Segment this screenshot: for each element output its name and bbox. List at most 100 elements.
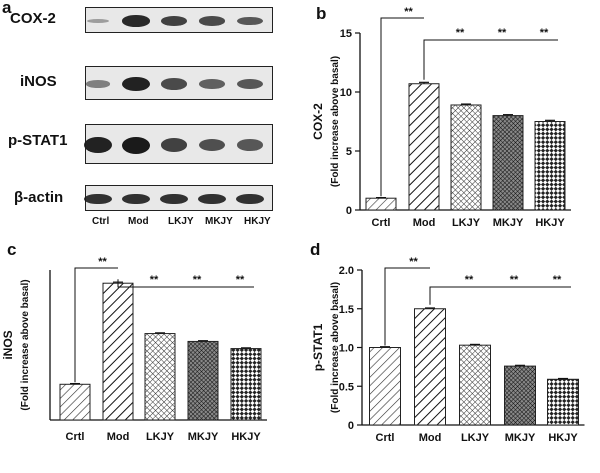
chart-b-category-label: HKJY	[535, 217, 565, 229]
chart-c-bar	[144, 333, 176, 421]
chart-d-sig-bracket-ctrl	[384, 267, 430, 346]
chart-c-bar	[187, 340, 219, 421]
blot-band	[160, 16, 188, 26]
panel-label-b: b	[316, 4, 327, 23]
chart-b-ylabel: COX-2	[311, 103, 325, 140]
chart-c-sig-label: **	[150, 274, 159, 286]
chart-c-bar	[59, 383, 91, 421]
chart-d-ylabel2: (Fold increase above basal)	[330, 282, 341, 413]
chart-d-tick-label: 0.5	[339, 381, 354, 393]
blot-label-bactin: β-actin	[14, 189, 64, 206]
chart-c-category-label: HKJY	[231, 431, 261, 443]
blot-band	[198, 16, 226, 26]
chart-d-sig-label: **	[510, 274, 519, 286]
chart-d-bar	[414, 308, 446, 426]
blot-label-cox2: COX-2	[10, 10, 56, 27]
chart-b-category-label: MKJY	[493, 217, 524, 229]
chart-d-category-label: Crtl	[376, 432, 395, 444]
chart-c-bar	[102, 282, 134, 421]
chart-d-bar	[547, 378, 579, 426]
lane-label-mkjy: MKJY	[205, 216, 233, 227]
chart-c-category-label: Mod	[107, 431, 130, 443]
blot-strip-inos	[85, 66, 273, 100]
blot-strip-cox2	[85, 7, 273, 33]
chart-b-tick-label: 5	[346, 146, 352, 158]
panel-label-c: c	[7, 240, 17, 259]
chart-c-category-label: MKJY	[188, 431, 219, 443]
chart-b-bar	[534, 121, 566, 211]
chart-b-category-label: LKJY	[452, 217, 481, 229]
chart-c-ylabel: iNOS	[1, 330, 15, 359]
chart-b-sig-bracket-ctrl	[380, 17, 424, 197]
chart-d-tick-label: 1.0	[339, 343, 354, 355]
chart-d-bar	[369, 347, 401, 426]
chart-d-category-label: Mod	[419, 432, 442, 444]
blot-band	[160, 138, 188, 152]
chart-c-sig-label: **	[193, 274, 202, 286]
chart-c-sig-label: **	[236, 274, 245, 286]
panel-label-d: d	[310, 240, 321, 259]
chart-b-bar	[365, 197, 397, 211]
blot-band	[198, 193, 226, 205]
blot-band	[236, 193, 264, 205]
chart-b-sig-label: **	[456, 27, 465, 39]
chart-d-category-label: MKJY	[505, 432, 536, 444]
chart-d-tick-label: 0	[348, 420, 354, 432]
blot-band	[160, 193, 188, 205]
chart-b-bar	[492, 115, 524, 211]
chart-d-sig-bracket-treat	[429, 286, 571, 305]
blot-band	[237, 78, 263, 90]
chart-d-category-label: LKJY	[461, 432, 490, 444]
chart-b-category-label: Crtl	[372, 217, 391, 229]
blot-band	[84, 193, 112, 205]
chart-b-sig-label: **	[498, 27, 507, 39]
chart-d-bar	[459, 344, 491, 426]
chart-b-sig-label: **	[540, 27, 549, 39]
chart-b-tick-label: 10	[340, 87, 352, 99]
chart-c-sig-label: **	[98, 256, 107, 268]
blot-label-inos: iNOS	[20, 73, 57, 90]
blot-band	[86, 18, 110, 24]
chart-d-tick-label: 2.0	[339, 265, 354, 277]
lane-label-lkjy: LKJY	[168, 216, 194, 227]
chart-b-tick-label: 15	[340, 28, 352, 40]
chart-b-category-label: Mod	[413, 217, 436, 229]
chart-c-sig-bracket-treat	[117, 279, 254, 288]
chart-b-sig-label: **	[404, 6, 413, 18]
chart-d-tick-label: 1.5	[339, 304, 354, 316]
chart-c-ylabel2: (Fold increase above basal)	[20, 279, 31, 410]
blot-band	[237, 139, 263, 151]
chart-c-category-label: LKJY	[146, 431, 175, 443]
chart-d-sig-label: **	[409, 256, 418, 268]
blot-band	[84, 136, 112, 154]
blot-label-pstat1: p-STAT1	[8, 132, 68, 149]
lane-label-hkjy: HKJY	[244, 216, 271, 227]
blot-band	[85, 80, 111, 88]
lane-label-ctrl: Ctrl	[92, 216, 110, 227]
chart-b-ylabel2: (Fold increase above basal)	[330, 56, 341, 187]
blot-band	[122, 193, 150, 205]
chart-d-ylabel: p-STAT1	[311, 323, 325, 371]
panel-label-a: a	[2, 0, 12, 17]
blot-band	[199, 79, 225, 89]
blot-band	[237, 16, 263, 26]
blot-band	[122, 136, 150, 154]
blot-strip-pstat1	[84, 124, 273, 164]
blot-band	[160, 78, 188, 90]
chart-c-sig-bracket-ctrl	[74, 267, 118, 383]
chart-c-category-label: Crtl	[66, 431, 85, 443]
blot-strip-bactin	[84, 185, 273, 211]
chart-b-tick-label: 0	[346, 205, 352, 217]
chart-d-sig-label: **	[465, 274, 474, 286]
blot-band	[122, 76, 150, 92]
blot-band	[199, 138, 225, 152]
chart-d-sig-label: **	[553, 274, 562, 286]
chart-c-bar	[230, 348, 262, 421]
chart-b-bar	[450, 104, 482, 211]
lane-label-mod: Mod	[128, 216, 149, 227]
chart-b-bar	[408, 83, 440, 211]
chart-d-category-label: HKJY	[548, 432, 578, 444]
chart-b-sig-bracket-treat	[423, 39, 558, 80]
blot-band	[122, 15, 150, 27]
